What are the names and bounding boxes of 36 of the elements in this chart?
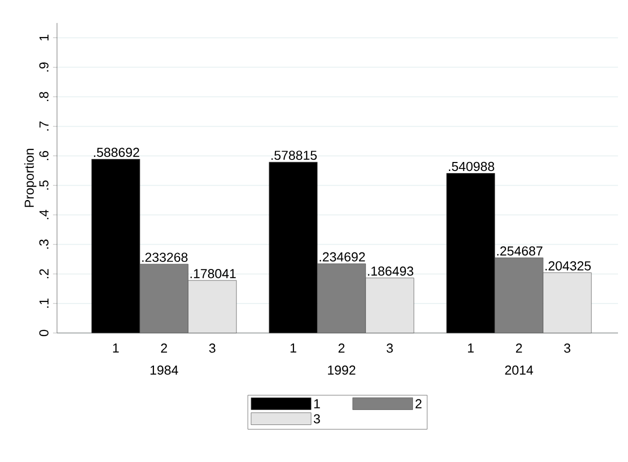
y-tick-label: .2: [39, 269, 48, 278]
y-tick-label: .6: [39, 150, 48, 160]
y-tick-label: .9: [39, 62, 48, 72]
y-tick-label: .8: [39, 92, 48, 102]
text: 1: [468, 344, 474, 352]
y-tick-label: .4: [40, 210, 48, 220]
data-label: .578815: [271, 150, 317, 160]
text: 1: [290, 344, 296, 352]
y-tick-label: .7: [40, 122, 48, 131]
y-tick-label: 1: [40, 34, 48, 40]
y-tick-label: 0: [39, 330, 48, 336]
data-label: .254687: [497, 246, 542, 256]
legend-label: 3: [314, 414, 320, 424]
y-tick-label: .1: [40, 298, 48, 308]
text: 3: [386, 344, 393, 353]
text: 3: [564, 344, 570, 353]
y-tick-label: .5: [39, 180, 48, 190]
data-label: .204325: [546, 261, 591, 270]
y-tick-label: .3: [39, 240, 48, 249]
data-label: .588692: [94, 148, 140, 157]
text: 2: [161, 344, 167, 353]
x-tick-label: 2014: [505, 366, 534, 375]
data-label: .233268: [142, 252, 188, 262]
x-tick-label: 1992: [328, 366, 356, 375]
data-label: .234692: [320, 252, 365, 262]
data-label: .540988: [448, 162, 494, 172]
legend-label: 2: [416, 399, 422, 408]
text: 2: [338, 344, 344, 353]
legend-label: 1: [314, 399, 320, 408]
x-tick-label: 1984: [150, 366, 178, 375]
text: 1: [113, 344, 119, 352]
text: 2: [516, 344, 522, 353]
y-axis-title: Proportion: [24, 148, 36, 207]
text: 3: [209, 344, 216, 353]
data-label: .178041: [190, 269, 236, 278]
data-label: .186493: [368, 266, 414, 276]
